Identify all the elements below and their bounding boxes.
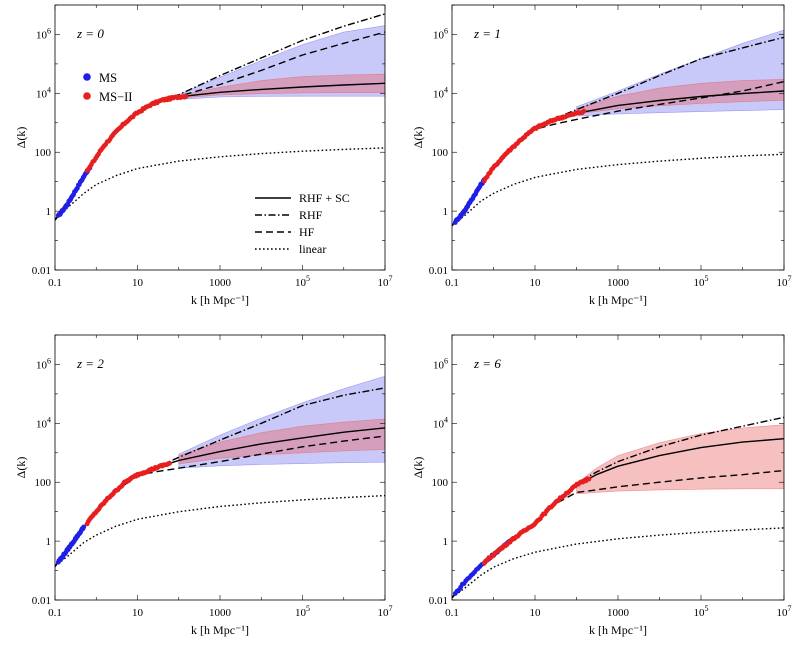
band-red: [576, 424, 784, 495]
ms-points: [55, 165, 93, 218]
x-tick-label: 1000: [209, 607, 232, 619]
y-tick-label: 1: [443, 536, 449, 548]
plot-area: [452, 416, 784, 599]
y-axis-label: Δ(k): [14, 127, 28, 149]
panel-3: 0.1 10 1000 105 107 0.01 1 100 104 106 k [h Mpc⁻¹]…: [14, 334, 393, 637]
y-tick-label: 106: [36, 26, 51, 41]
plot-area: [55, 375, 385, 570]
msii-points-point: [581, 108, 587, 114]
x-tick-label: 105: [694, 274, 709, 289]
msii-points: [84, 460, 173, 527]
y-tick-label: 1: [443, 206, 449, 218]
panel-1: 0.1 10 1000 105 107 0.01 1 100 104 106 k [h Mpc⁻¹]…: [14, 4, 393, 307]
panel-label: z = 6: [473, 356, 501, 371]
y-tick-label: 100: [432, 147, 449, 159]
series-line-hf: [55, 435, 385, 567]
x-tick-label: 1000: [607, 607, 630, 619]
series-line-hf: [452, 80, 784, 227]
plot-area: [452, 29, 784, 227]
x-axis-label: k [h Mpc⁻¹]: [191, 293, 249, 307]
tick-marks: [54, 4, 386, 271]
msii-points-point: [586, 476, 592, 482]
band-red: [576, 78, 784, 115]
y-tick-label: 1: [46, 206, 52, 218]
x-axis-label: k [h Mpc⁻¹]: [589, 293, 647, 307]
y-tick-label: 104: [433, 85, 448, 100]
points-legend-label: MS−II: [99, 90, 132, 104]
panel-label: z = 1: [473, 26, 501, 41]
y-tick-label: 104: [36, 415, 51, 430]
legend-label: RHF + SC: [299, 191, 350, 205]
y-tick-label: 100: [35, 147, 52, 159]
band-blue: [178, 375, 385, 469]
plot-area: [55, 13, 385, 221]
legend-label: linear: [299, 242, 326, 256]
y-tick-label: 0.01: [32, 595, 51, 607]
panel-label: z = 0: [76, 26, 104, 41]
msii-points-point: [183, 94, 189, 99]
y-axis-label: Δ(k): [411, 127, 425, 149]
x-tick-label: 10: [132, 607, 144, 619]
x-tick-label: 105: [295, 274, 310, 289]
series-line-linear: [55, 494, 385, 567]
x-tick-label: 107: [777, 274, 792, 289]
points-legend-label: MS: [99, 71, 117, 85]
x-tick-label: 1000: [607, 277, 630, 289]
tick-marks: [451, 4, 785, 271]
y-tick-label: 106: [36, 356, 51, 371]
plot-frame: [54, 334, 386, 601]
y-tick-label: 100: [432, 477, 449, 489]
x-tick-label: 105: [295, 604, 310, 619]
x-axis-label: k [h Mpc⁻¹]: [191, 623, 249, 637]
tick-marks: [451, 334, 785, 601]
ms-points: [55, 524, 87, 565]
y-tick-label: 104: [36, 85, 51, 100]
x-tick-label: 10: [530, 277, 542, 289]
x-tick-label: 0.1: [445, 607, 459, 619]
msii-points: [481, 108, 587, 184]
x-axis-label: k [h Mpc⁻¹]: [589, 623, 647, 637]
series-line-linear: [452, 153, 784, 227]
x-tick-label: 107: [378, 604, 393, 619]
y-axis-label: Δ(k): [14, 457, 28, 479]
line-legend: RHF + SC RHF HF linear: [255, 191, 350, 256]
y-tick-label: 0.01: [32, 265, 51, 277]
msii-points-point: [167, 460, 173, 466]
x-tick-label: 10: [132, 277, 144, 289]
legend-label: HF: [299, 225, 315, 239]
x-tick-label: 107: [777, 604, 792, 619]
x-tick-label: 1000: [209, 277, 232, 289]
x-tick-label: 105: [694, 604, 709, 619]
msii-points: [481, 476, 592, 566]
y-tick-label: 100: [35, 477, 52, 489]
points-legend-marker: [83, 73, 91, 81]
x-tick-label: 10: [530, 607, 542, 619]
x-tick-label: 0.1: [48, 607, 62, 619]
points-legend-marker: [83, 92, 91, 100]
y-tick-label: 104: [433, 415, 448, 430]
x-tick-label: 107: [378, 274, 393, 289]
y-tick-label: 1: [46, 536, 52, 548]
ms-points: [452, 177, 487, 225]
x-tick-label: 0.1: [445, 277, 459, 289]
panel-label: z = 2: [76, 356, 104, 371]
y-tick-label: 0.01: [429, 595, 448, 607]
legend-label: RHF: [299, 208, 323, 222]
plot-frame: [451, 4, 785, 271]
panel-4: 0.1 10 1000 105 107 0.01 1 100 104 106 k [h Mpc⁻¹]…: [411, 334, 792, 637]
y-tick-label: 0.01: [429, 265, 448, 277]
x-tick-label: 0.1: [48, 277, 62, 289]
tick-marks: [54, 334, 386, 601]
series-line-linear: [452, 527, 784, 599]
y-axis-label: Δ(k): [411, 457, 425, 479]
y-tick-label: 106: [433, 26, 448, 41]
panel-2: 0.1 10 1000 105 107 0.01 1 100 104 106 k [h Mpc⁻¹]…: [411, 4, 792, 307]
points-legend: MS MS−II: [83, 71, 132, 104]
ms-points-point: [81, 524, 87, 530]
msii-points: [84, 94, 189, 173]
series-line-linear: [55, 147, 385, 221]
y-tick-label: 106: [433, 356, 448, 371]
